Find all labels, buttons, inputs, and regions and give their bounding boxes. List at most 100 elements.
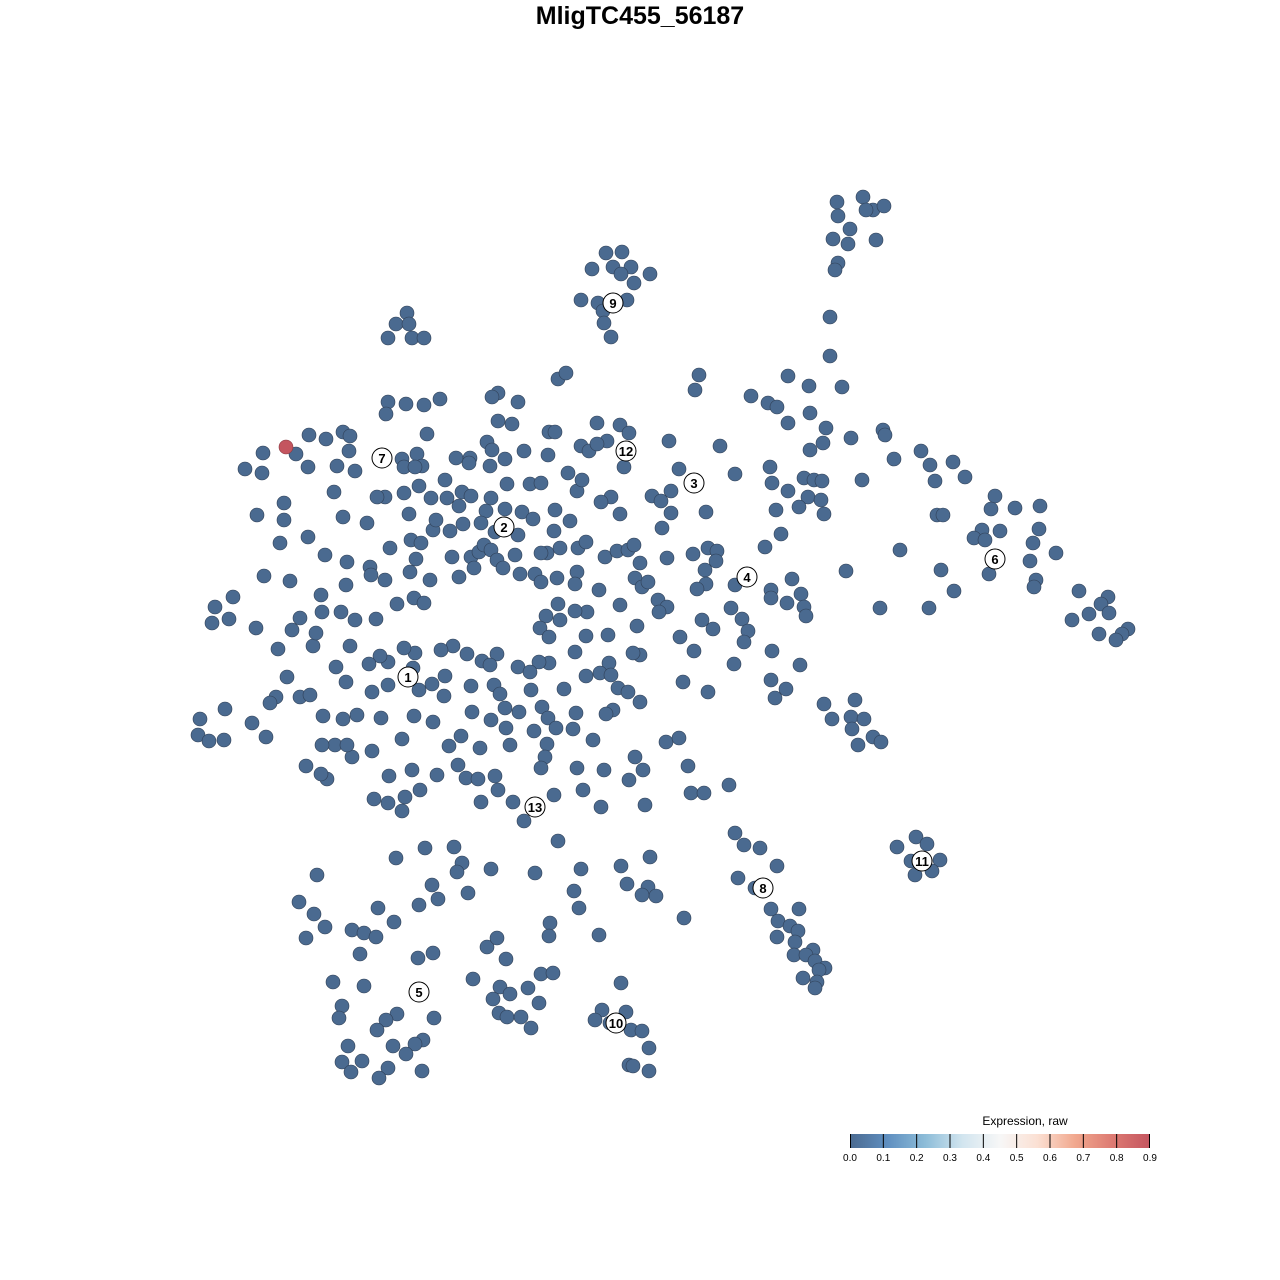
data-point [691,367,707,383]
data-point [769,929,785,945]
data-point [334,1054,350,1070]
data-point [653,493,669,509]
data-point [301,427,317,443]
data-point [672,629,688,645]
cluster-label-badge [397,666,419,688]
data-point [527,865,543,881]
expressed-data-point [278,439,294,455]
data-point [498,951,514,967]
data-point [207,599,223,615]
data-point [539,736,555,752]
data-point [465,971,481,987]
data-point [516,813,532,829]
data-point [244,715,260,731]
data-point [629,618,645,634]
data-point [933,562,949,578]
data-point [349,707,365,723]
data-point [552,612,568,628]
data-point [591,927,607,943]
data-point [436,688,452,704]
data-point [382,540,398,556]
data-point [541,629,557,645]
data-point [734,611,750,627]
data-point [339,554,355,570]
data-point [426,1010,442,1026]
data-point [764,643,780,659]
cluster-label-text: 13 [528,800,542,815]
data-point [780,415,796,431]
cluster-label-badge [493,516,515,538]
data-point [361,656,377,672]
data-point [598,245,614,261]
data-point [616,459,632,475]
data-point [548,720,564,736]
data-point [439,490,455,506]
data-point [736,837,752,853]
cluster-label-text: 10 [609,1016,623,1031]
data-point [318,431,334,447]
legend-tick-label: 0.6 [1043,1153,1057,1164]
data-point [1022,553,1038,569]
data-point [593,494,609,510]
legend-tick-label: 0.8 [1109,1153,1124,1164]
cluster-label-text: 4 [743,570,751,585]
data-point [272,535,288,551]
data-point [378,1012,394,1028]
data-point [525,511,541,527]
data-point [255,445,271,461]
data-point [913,443,929,459]
data-point [634,887,650,903]
data-point [317,919,333,935]
data-point [801,378,817,394]
data-point [876,198,892,214]
data-point [302,687,318,703]
data-point [490,782,506,798]
data-point [802,442,818,458]
data-point [685,546,701,562]
cluster-label: 10 [605,1012,627,1034]
data-point [451,569,467,585]
data-point [550,596,566,612]
data-point [1026,579,1042,595]
data-point [585,732,601,748]
data-point [1007,500,1023,516]
data-point [687,382,703,398]
data-point [654,520,670,536]
legend-tick-label: 0.2 [909,1153,924,1164]
data-point [635,762,651,778]
data-point [632,555,648,571]
data-point [366,791,382,807]
data-point [641,1063,657,1079]
data-point [284,622,300,638]
data-point [378,406,394,422]
cluster-label-badge [752,877,774,899]
data-point [763,590,779,606]
data-point [305,638,321,654]
data-point [364,743,380,759]
data-point [499,476,515,492]
data-point [597,549,613,565]
data-point [1031,521,1047,537]
cluster-label-text: 8 [759,881,766,896]
data-point [505,794,521,810]
data-point [921,600,937,616]
data-point [531,995,547,1011]
data-point [372,648,388,664]
data-point [373,710,389,726]
data-point [935,507,951,523]
data-point [492,686,508,702]
data-point [453,728,469,744]
data-point [291,894,307,910]
cluster-label: 8 [752,877,774,899]
data-point [300,529,316,545]
data-point [398,396,414,412]
data-point [780,368,796,384]
cluster-label-badge [911,850,933,872]
data-point [442,523,458,539]
data-point [798,608,814,624]
data-point [591,582,607,598]
data-point [411,897,427,913]
cluster-label-text: 3 [690,476,697,491]
data-point [686,643,702,659]
data-point [569,760,585,776]
